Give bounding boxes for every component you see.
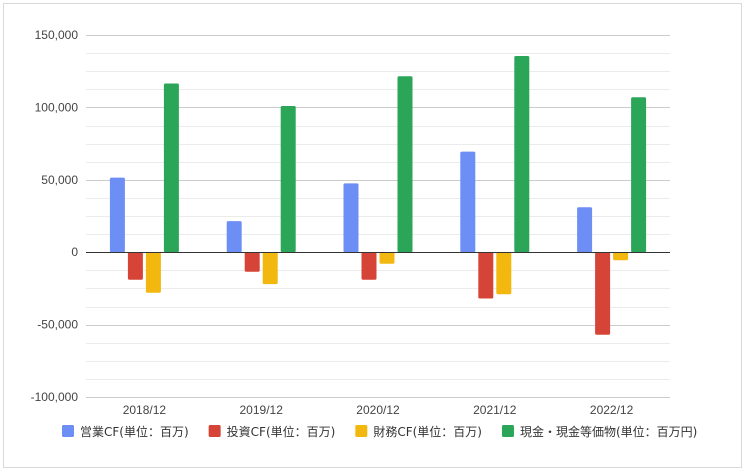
legend-label-3: 財務CF(単位：百万) [373, 424, 482, 439]
bar-series-3-2022-12 [613, 252, 629, 261]
legend-swatch-2 [208, 425, 221, 437]
bar-series-1-2018-12 [109, 177, 125, 253]
bar-series-2-2020-12 [361, 252, 377, 280]
bar-series-2-2022-12 [595, 252, 611, 335]
bars-layer [109, 56, 647, 335]
bar-series-4-2018-12 [163, 83, 179, 253]
bar-series-4-2021-12 [514, 56, 530, 253]
y-tick-label: 150,000 [35, 28, 79, 42]
legend-swatch-4 [501, 425, 514, 437]
grid-layer [86, 35, 670, 398]
bar-series-2-2018-12 [127, 252, 143, 280]
y-tick-label: -50,000 [37, 318, 78, 332]
x-tick-label: 2022/12 [590, 403, 634, 417]
bar-series-3-2021-12 [496, 252, 512, 295]
x-tick-label: 2021/12 [473, 403, 517, 417]
bar-series-4-2022-12 [631, 97, 647, 253]
legend: 営業CF(単位：百万) 投資CF(単位：百万) 財務CF(単位：百万) 現金・現金等価… [62, 424, 697, 439]
bar-series-2-2019-12 [244, 252, 260, 272]
x-tick-label: 2020/12 [356, 403, 400, 417]
bar-series-3-2018-12 [145, 252, 161, 293]
bar-series-1-2021-12 [460, 151, 476, 253]
legend-label-2: 投資CF(単位：百万) [227, 424, 336, 439]
bar-series-1-2022-12 [577, 207, 593, 253]
x-tick-label: 2019/12 [240, 403, 284, 417]
y-tick-label: 100,000 [35, 100, 79, 114]
legend-swatch-3 [355, 425, 368, 437]
bar-series-1-2020-12 [343, 183, 359, 253]
bar-series-3-2019-12 [262, 252, 278, 285]
chart-frame [3, 3, 742, 468]
y-tick-label: -100,000 [31, 390, 79, 404]
x-axis-ticks: 2018/12 2019/12 2020/12 2021/12 2022/12 [123, 403, 634, 417]
legend-label-1: 営業CF(単位：百万) [80, 424, 189, 439]
y-axis-ticks: 150,000 100,000 50,000 0 -50,000 -100,000 [31, 28, 79, 404]
y-tick-label: 50,000 [41, 173, 78, 187]
bar-series-2-2021-12 [478, 252, 494, 299]
bar-series-4-2020-12 [397, 76, 413, 253]
bar-series-1-2019-12 [226, 221, 242, 253]
legend-swatch-1 [62, 425, 74, 437]
bar-series-4-2019-12 [280, 106, 296, 253]
legend-label-4: 現金・現金等価物(単位：百万円) [520, 424, 697, 439]
y-tick-label: 0 [71, 245, 78, 259]
x-tick-label: 2018/12 [123, 403, 167, 417]
bar-series-3-2020-12 [379, 252, 395, 264]
